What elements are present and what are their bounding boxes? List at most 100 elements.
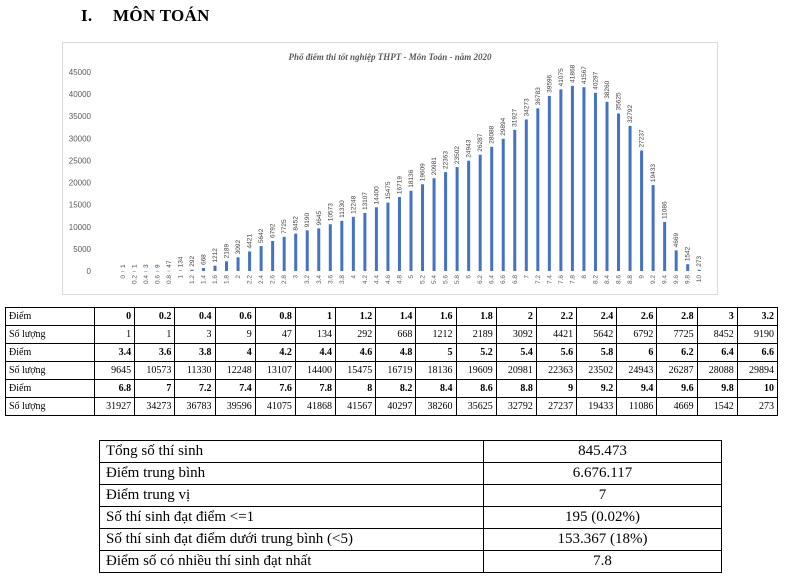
x-tick-label: 5.6: [443, 275, 450, 284]
x-tick-label: 8: [581, 275, 588, 279]
bar: [593, 92, 597, 271]
score-cell: 1.4: [375, 307, 417, 326]
score-cell: 5.2: [455, 343, 497, 362]
x-tick-label: 5: [408, 275, 415, 279]
stat-value: 7.8: [483, 550, 722, 573]
count-cell: 20981: [495, 361, 537, 380]
count-cell: 41567: [335, 397, 377, 416]
bar: [282, 236, 286, 271]
bar: [144, 270, 148, 272]
score-cell: 7.6: [254, 379, 296, 398]
score-cell: 9.2: [576, 379, 618, 398]
score-cell: 6: [616, 343, 658, 362]
data-label: 39596: [546, 74, 553, 92]
score-cell: 5: [415, 343, 457, 362]
count-cell: 31927: [93, 397, 136, 416]
x-tick-label: 4.4: [373, 275, 380, 284]
bar: [305, 230, 309, 271]
x-tick-label: 0.8: [166, 275, 173, 284]
score-cell: 0.6: [214, 307, 256, 326]
bar: [294, 233, 298, 271]
score-cell: 2.6: [616, 307, 658, 326]
count-cell: 10573: [134, 361, 176, 380]
data-label: 35625: [616, 92, 623, 110]
x-tick-label: 7.6: [558, 275, 565, 284]
data-label: 4421: [247, 234, 254, 249]
count-cell: 2189: [455, 325, 497, 344]
score-cell: 0.8: [254, 307, 296, 326]
chart-title: Phổ điểm thi tốt nghiệp THPT - Môn Toán …: [289, 52, 492, 62]
count-cell: 11330: [174, 361, 216, 380]
count-cell: 39596: [214, 397, 256, 416]
count-cell: 19433: [576, 397, 618, 416]
data-label: 32792: [627, 105, 634, 123]
score-cell: 2.8: [656, 307, 698, 326]
bar: [501, 138, 505, 271]
x-tick-label: 6.4: [489, 275, 496, 284]
data-label: 8452: [293, 216, 300, 231]
y-tick-label: 35000: [69, 112, 92, 121]
score-cell: 2.4: [576, 307, 618, 326]
bar: [651, 185, 655, 271]
score-label-cell: Điểm: [5, 379, 95, 398]
data-label: 9645: [316, 211, 323, 226]
x-tick-label: 7: [523, 275, 530, 279]
y-tick-label: 0: [87, 267, 92, 276]
data-label: 273: [696, 256, 703, 267]
count-cell: 27237: [535, 397, 578, 416]
score-cell: 8.4: [415, 379, 457, 398]
y-tick-label: 45000: [69, 68, 92, 77]
bar: [340, 220, 344, 271]
bar: [605, 101, 609, 271]
count-cell: 134: [294, 325, 337, 344]
x-tick-label: 9.2: [650, 275, 657, 284]
data-label: 2189: [224, 243, 231, 258]
stat-label: Tổng số thí sinh: [99, 440, 484, 463]
count-cell: 41075: [254, 397, 296, 416]
x-tick-label: 0.6: [154, 275, 161, 284]
bar: [547, 95, 551, 271]
y-tick-label: 40000: [69, 90, 92, 99]
section-title: MÔN TOÁN: [113, 6, 210, 25]
score-cell: 7: [134, 379, 176, 398]
score-distribution-chart: Phổ điểm thi tốt nghiệp THPT - Môn Toán …: [62, 42, 718, 295]
score-row: Điểm 6.8 7 7.2 7.4 7.6 7.8 8 8.2 8.4 8.6 8.8 9 9.2 9.4…: [5, 379, 779, 398]
x-tick-label: 4.8: [396, 275, 403, 284]
count-cell: 38260: [415, 397, 457, 416]
count-cell: 32792: [495, 397, 537, 416]
x-tick-label: 3.4: [316, 275, 323, 284]
score-cell: 4.2: [254, 343, 296, 362]
data-label: 19609: [420, 163, 427, 181]
bar: [190, 269, 194, 271]
count-cell: 3092: [495, 325, 537, 344]
stat-value: 195 (0.02%): [483, 506, 722, 529]
data-label: 9: [154, 264, 161, 268]
bar: [225, 261, 229, 271]
data-label: 3: [143, 264, 150, 268]
score-cell: 3: [696, 307, 738, 326]
count-cell: 18136: [415, 361, 457, 380]
data-label: 23502: [454, 146, 461, 164]
bar: [582, 87, 586, 271]
data-label: 12248: [350, 195, 357, 213]
stats-row: Điểm trung bình 6.676.117: [99, 462, 722, 485]
score-label-cell: Điểm: [5, 343, 95, 362]
bar: [490, 146, 494, 271]
bar: [363, 213, 367, 271]
data-label: 22363: [443, 151, 450, 169]
x-tick-label: 5.8: [454, 275, 461, 284]
score-cell: 7.2: [174, 379, 216, 398]
bar: [259, 246, 263, 271]
count-cell: 19609: [455, 361, 497, 380]
score-cell: 7.4: [214, 379, 256, 398]
data-label: 41075: [558, 68, 565, 86]
bar: [236, 257, 240, 271]
data-label: 10573: [327, 203, 334, 221]
data-label: 1542: [685, 246, 692, 261]
score-cell: 2.2: [535, 307, 578, 326]
x-tick-label: 2: [235, 275, 242, 279]
count-row: Số lượng 9645 10573 11330 12248 13107 14400 154…: [5, 361, 779, 380]
count-cell: 668: [375, 325, 417, 344]
score-cell: 6.8: [93, 379, 136, 398]
count-cell: 36783: [174, 397, 216, 416]
